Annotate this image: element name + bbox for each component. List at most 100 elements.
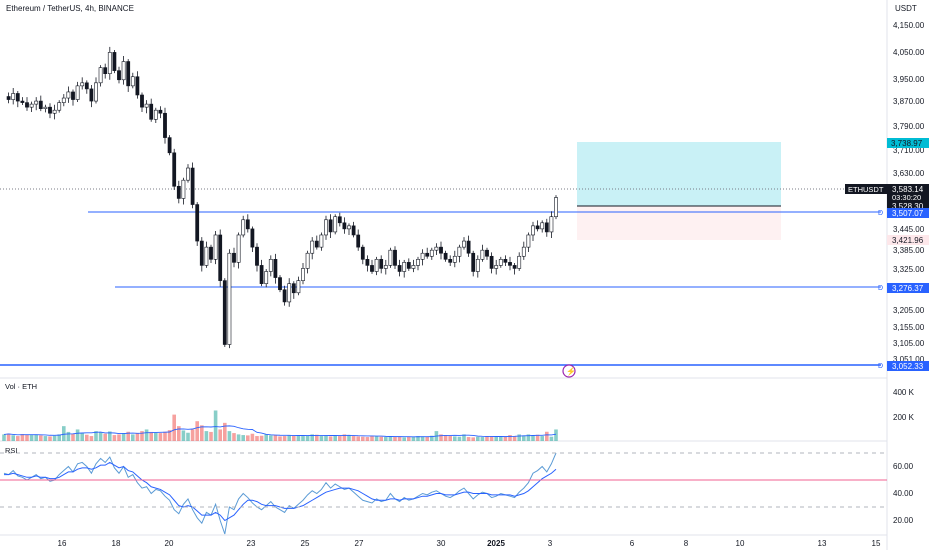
volume-bar <box>351 436 356 441</box>
target-zone[interactable] <box>577 142 781 206</box>
candle-body <box>342 222 347 230</box>
volume-bar <box>117 434 121 441</box>
last-price-tag[interactable] <box>887 184 929 202</box>
candle-body <box>121 61 126 81</box>
rsi-title[interactable]: RSI <box>5 446 18 455</box>
volume-bar <box>342 434 347 441</box>
candle-body <box>328 219 333 233</box>
volume-bar <box>227 431 232 441</box>
candle-body <box>218 234 223 281</box>
rsi-tick: 20.00 <box>893 516 914 525</box>
candle-body <box>554 197 558 218</box>
rsi-tick: 40.00 <box>893 489 914 498</box>
volume-bar <box>494 436 498 441</box>
price-tick: 3,630.00 <box>893 169 925 178</box>
volume-bar <box>103 433 107 441</box>
volume-bar <box>535 434 540 441</box>
countdown-text: 03:30:20 <box>892 193 921 202</box>
candle-body <box>38 100 43 109</box>
volume-series[interactable] <box>2 410 558 441</box>
volume-bar <box>80 433 84 441</box>
volume-bar <box>476 436 480 441</box>
candle-body <box>365 259 370 266</box>
candle-body <box>6 96 11 100</box>
volume-bar <box>549 436 554 441</box>
volume-bar <box>126 431 130 441</box>
time-tick: 30 <box>437 539 446 548</box>
volume-bar <box>443 435 448 441</box>
volume-bar <box>200 425 204 441</box>
volume-bar <box>177 426 181 441</box>
target-price-text: 3,738.97 <box>891 139 923 148</box>
candle-body <box>549 216 554 233</box>
level-3-price-tag[interactable] <box>887 361 929 371</box>
candle-body <box>167 137 172 154</box>
volume-bar <box>131 434 135 441</box>
volume-bar <box>287 435 291 441</box>
candlestick-series[interactable] <box>6 46 558 349</box>
event-lightning-icon[interactable] <box>562 364 576 378</box>
volume-bar <box>466 437 471 441</box>
candle-body <box>112 52 117 71</box>
price-tick: 3,205.00 <box>893 306 925 315</box>
candle-body <box>144 103 149 108</box>
candle-body <box>117 70 121 81</box>
stop-zone[interactable] <box>577 206 781 240</box>
volume-bar <box>526 434 531 441</box>
volume-bar <box>448 436 452 441</box>
candle-body <box>531 225 535 236</box>
candle-body <box>227 252 232 345</box>
volume-bar <box>52 435 57 441</box>
time-tick: 27 <box>355 539 364 548</box>
candle-body <box>71 91 75 100</box>
price-tick: 3,105.00 <box>893 339 925 348</box>
level-2-price-tag[interactable] <box>887 283 929 293</box>
candle-body <box>324 219 328 236</box>
volume-bar <box>218 429 222 441</box>
volume-bar <box>6 433 11 441</box>
target-price-tag[interactable] <box>887 138 929 148</box>
candle-body <box>61 97 66 103</box>
level-2-price-text: 3,276.37 <box>892 284 924 293</box>
volume-bar <box>416 436 420 441</box>
price-axis[interactable]: 4,150.00 4,050.00 3,950.00 3,870.00 3,79… <box>893 21 925 364</box>
volume-bar <box>186 432 190 441</box>
volume-bar <box>48 436 52 441</box>
volume-title[interactable]: Vol · ETH <box>5 382 37 391</box>
stop-price-text: 3,421.96 <box>892 236 924 245</box>
volume-bar <box>25 434 29 441</box>
level-1-price-tag[interactable] <box>887 208 929 218</box>
volume-bar <box>94 431 98 441</box>
candle-body <box>333 216 338 233</box>
volume-bar <box>57 434 61 441</box>
stop-price-tag[interactable] <box>887 235 929 245</box>
candle-body <box>517 255 522 269</box>
volume-bar <box>292 435 296 441</box>
volume-bar <box>34 434 38 441</box>
lightning-glyph-icon: ⚡ <box>566 366 576 376</box>
volume-bar <box>149 431 153 441</box>
currency-label[interactable]: USDT <box>895 4 917 13</box>
candle-body <box>439 246 443 254</box>
volume-bar <box>223 422 227 441</box>
candle-body <box>34 100 39 105</box>
volume-bar <box>393 436 397 441</box>
candle-body <box>448 259 453 263</box>
candle-body <box>416 259 420 266</box>
candle-body <box>512 265 517 269</box>
candle-body <box>264 271 269 284</box>
time-axis[interactable]: 16 18 20 23 25 27 30 2025 3 6 8 10 13 15 <box>58 539 881 548</box>
price-tick: 3,710.00 <box>893 146 925 155</box>
volume-bar <box>121 433 126 441</box>
candle-body <box>471 252 476 272</box>
candle-body <box>443 252 448 260</box>
volume-bar <box>181 430 186 441</box>
symbol-tag <box>845 184 887 194</box>
candle-body <box>158 109 163 114</box>
candle-body <box>80 82 85 87</box>
volume-bar <box>402 437 406 441</box>
volume-bar <box>209 431 213 441</box>
candle-body <box>181 179 186 199</box>
entry-price-tag[interactable] <box>887 201 929 211</box>
